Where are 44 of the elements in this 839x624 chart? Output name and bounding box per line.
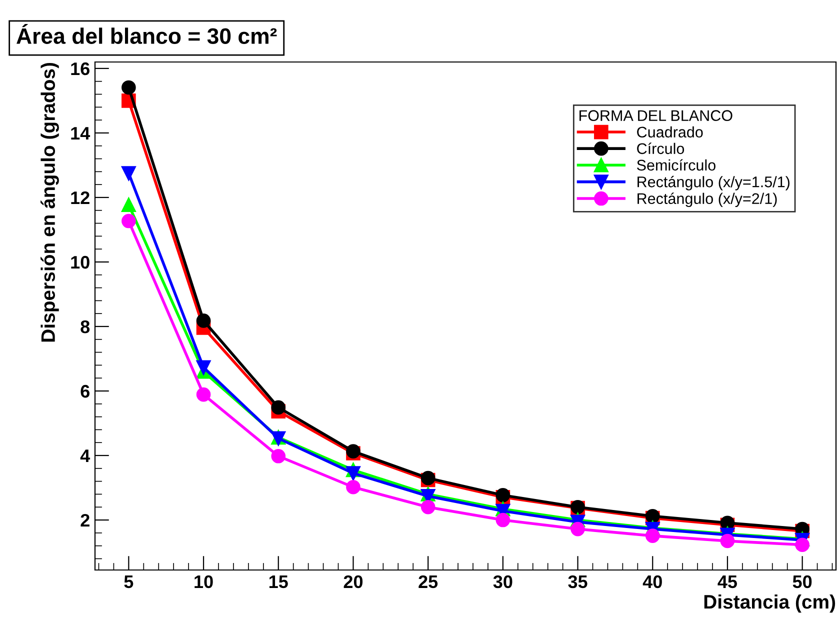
y-tick-label: 14 xyxy=(71,127,90,140)
point xyxy=(795,538,810,552)
point xyxy=(720,534,735,548)
legend-label: Círculo xyxy=(637,142,684,154)
point xyxy=(196,360,211,375)
point xyxy=(271,400,286,415)
x-axis-title: Distancia (cm) xyxy=(704,594,836,613)
x-tick-label: 45 xyxy=(718,576,738,588)
legend-title: FORMA DEL BLANCO xyxy=(580,110,732,122)
point xyxy=(196,314,211,328)
y-tick-label: 6 xyxy=(80,384,90,398)
point xyxy=(420,500,436,514)
point xyxy=(496,512,510,528)
point xyxy=(122,198,136,212)
point xyxy=(122,214,136,228)
point xyxy=(346,466,360,480)
point xyxy=(122,80,136,95)
y-tick-label: 8 xyxy=(80,320,90,334)
x-tick-label: 20 xyxy=(344,575,363,588)
legend-label: Rectángulo (x/y=2/1) xyxy=(638,192,777,208)
x-tick-label: 40 xyxy=(642,575,662,588)
x-tick-label: 35 xyxy=(568,575,588,588)
x-tick-label: 10 xyxy=(194,575,213,588)
chart-title: Área del blanco = 30 cm² xyxy=(16,24,277,44)
y-tick-label: 2 xyxy=(80,514,90,527)
legend-label: Semicírculo xyxy=(637,159,716,171)
y-tick-label: 16 xyxy=(71,62,90,76)
point xyxy=(196,387,211,402)
point xyxy=(645,528,660,543)
y-axis-title: Dispersión en ángulo (grados) xyxy=(40,62,59,342)
point xyxy=(122,166,136,180)
legend-label: Rectángulo (x/y=1.5/1) xyxy=(638,176,790,190)
point xyxy=(570,522,585,536)
y-tick-label: 4 xyxy=(80,450,90,462)
x-tick-label: 50 xyxy=(792,575,812,588)
y-tick-label: 10 xyxy=(71,256,90,269)
point xyxy=(271,448,286,464)
legend-label: Cuadrado xyxy=(637,126,703,138)
x-tick-label: 30 xyxy=(493,575,512,588)
x-tick-label: 25 xyxy=(418,575,438,588)
point xyxy=(346,480,360,494)
x-tick-label: 15 xyxy=(269,576,288,588)
x-tick-label: 5 xyxy=(124,576,134,588)
y-tick-label: 12 xyxy=(71,191,90,204)
